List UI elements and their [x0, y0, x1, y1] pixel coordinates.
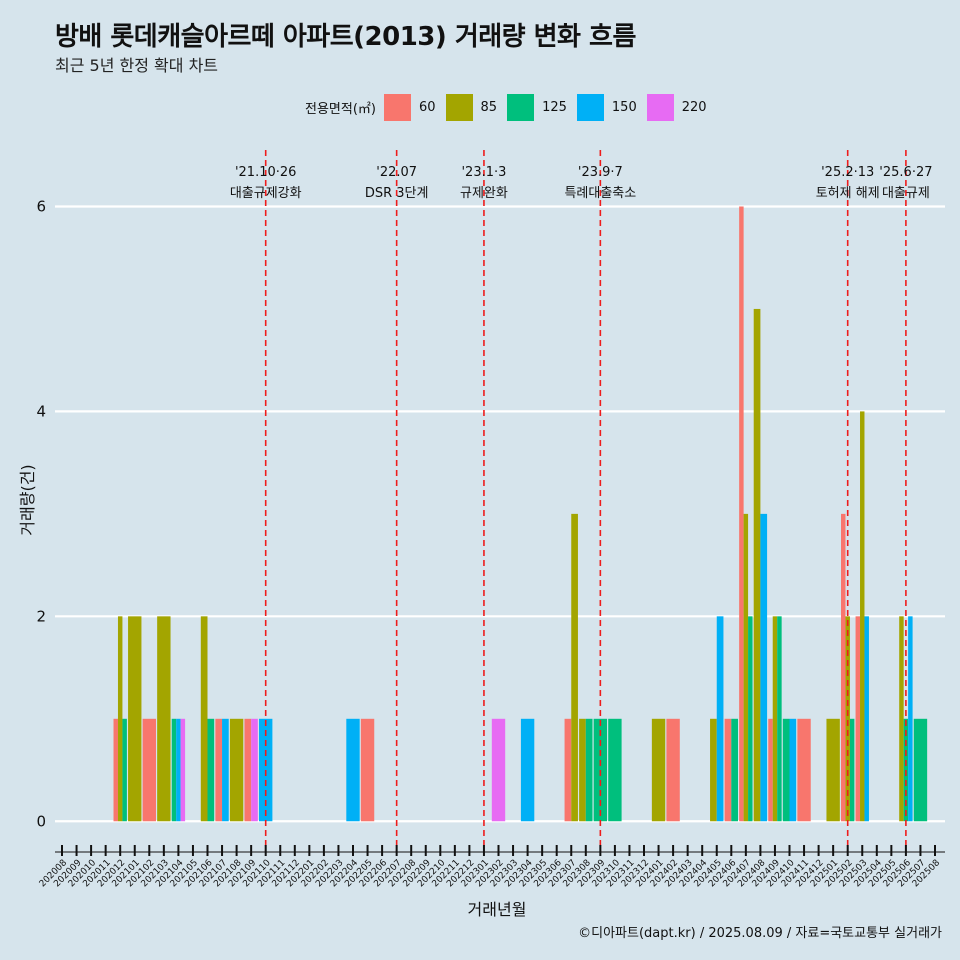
legend-label: 85	[480, 99, 498, 115]
bar	[176, 718, 181, 822]
legend-swatch	[646, 93, 674, 121]
bar	[666, 718, 680, 822]
bar	[743, 513, 749, 822]
legend-label: 125	[542, 99, 567, 115]
bar	[564, 718, 572, 822]
bar	[913, 718, 928, 822]
y-tick-label: 0	[36, 812, 46, 830]
x-axis-title: 거래년월	[468, 900, 527, 919]
bar	[860, 411, 865, 822]
y-tick-label: 2	[36, 607, 46, 625]
legend-item: 220	[646, 93, 707, 121]
event-date-label: '22.07	[376, 165, 417, 180]
source-caption: ©디아파트(dapt.kr) / 2025.08.09 / 자료=국토교통부 실…	[578, 926, 942, 941]
bar	[171, 718, 177, 822]
event-desc-label: 대출규제강화	[230, 186, 302, 201]
bar	[157, 616, 171, 822]
legend-swatch	[507, 93, 535, 121]
bar	[222, 718, 229, 822]
legend-title: 전용면적(㎡)	[305, 101, 376, 117]
bar	[360, 718, 375, 822]
legend-label: 150	[611, 99, 637, 115]
legend-swatch	[383, 93, 411, 121]
bar	[739, 206, 744, 822]
chart-title: 방배 롯데캐슬아르떼 아파트(2013) 거래량 변화 흐름	[55, 22, 636, 52]
bar	[142, 718, 156, 822]
y-tick-label: 6	[36, 197, 46, 215]
y-axis-title: 거래량(건)	[18, 464, 37, 535]
bar	[772, 616, 778, 822]
bar	[782, 718, 790, 822]
bar	[244, 718, 252, 822]
bar	[724, 718, 732, 822]
bar	[849, 718, 855, 822]
bar	[122, 718, 127, 822]
bar	[855, 616, 861, 822]
bar	[845, 616, 850, 822]
bar	[797, 718, 811, 822]
bar	[571, 513, 578, 822]
bar	[716, 616, 724, 822]
legend-label: 60	[418, 99, 436, 115]
legend: 전용면적(㎡) 60 85 125 150 220	[305, 93, 717, 121]
bar	[899, 616, 904, 822]
event-desc-label: 규제완화	[460, 186, 508, 201]
bar	[864, 616, 869, 822]
legend-swatch	[445, 93, 473, 121]
bar	[789, 718, 797, 822]
bar	[608, 718, 622, 822]
bar	[826, 718, 840, 822]
bar	[579, 718, 586, 822]
event-date-label: '25.2·13	[821, 165, 874, 180]
legend-swatch	[576, 93, 604, 121]
bar	[117, 616, 123, 822]
bar	[908, 616, 913, 822]
bar	[200, 616, 208, 822]
legend-item: 60	[383, 93, 436, 121]
bar	[777, 616, 782, 822]
bar	[113, 718, 118, 822]
bar	[768, 718, 773, 822]
bar	[760, 513, 768, 822]
bar	[229, 718, 244, 822]
legend-item: 85	[445, 93, 498, 121]
bar	[585, 718, 593, 822]
bar	[491, 718, 506, 822]
bar	[520, 718, 535, 822]
bar	[731, 718, 738, 822]
bar	[215, 718, 223, 822]
event-desc-label: 토허제 해제	[816, 186, 880, 201]
bar	[251, 718, 258, 822]
bar	[748, 616, 753, 822]
bar	[128, 616, 142, 822]
event-desc-label: 특례대출축소	[564, 186, 636, 201]
bar	[180, 718, 186, 822]
legend-item: 125	[507, 93, 567, 121]
event-date-label: '25.6·27	[879, 165, 932, 180]
chart-subtitle: 최근 5년 한정 확대 차트	[55, 56, 219, 75]
bar	[753, 308, 761, 822]
bar	[207, 718, 215, 822]
bar	[651, 718, 666, 822]
event-desc-label: DSR 3단계	[365, 186, 429, 201]
event-desc-label: 대출규제	[882, 186, 930, 201]
event-date-label: '21.10·26	[235, 165, 296, 180]
y-tick-label: 4	[36, 402, 46, 420]
event-date-label: '23.9·7	[578, 165, 623, 180]
bar	[841, 513, 846, 822]
event-date-label: '23.1·3	[461, 165, 506, 180]
bar	[710, 718, 717, 822]
legend-label: 220	[681, 99, 707, 115]
bar	[346, 718, 360, 822]
legend-item: 150	[576, 93, 637, 121]
